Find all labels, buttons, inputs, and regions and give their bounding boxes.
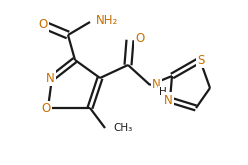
Text: O: O [38, 18, 48, 32]
Text: N: N [152, 78, 161, 90]
Text: O: O [135, 33, 144, 46]
Text: N: N [46, 71, 54, 84]
Text: NH₂: NH₂ [96, 15, 118, 28]
Text: O: O [41, 102, 51, 116]
Text: H: H [159, 87, 167, 97]
Text: S: S [197, 53, 205, 66]
Text: N: N [164, 94, 172, 106]
Text: CH₃: CH₃ [113, 123, 132, 133]
